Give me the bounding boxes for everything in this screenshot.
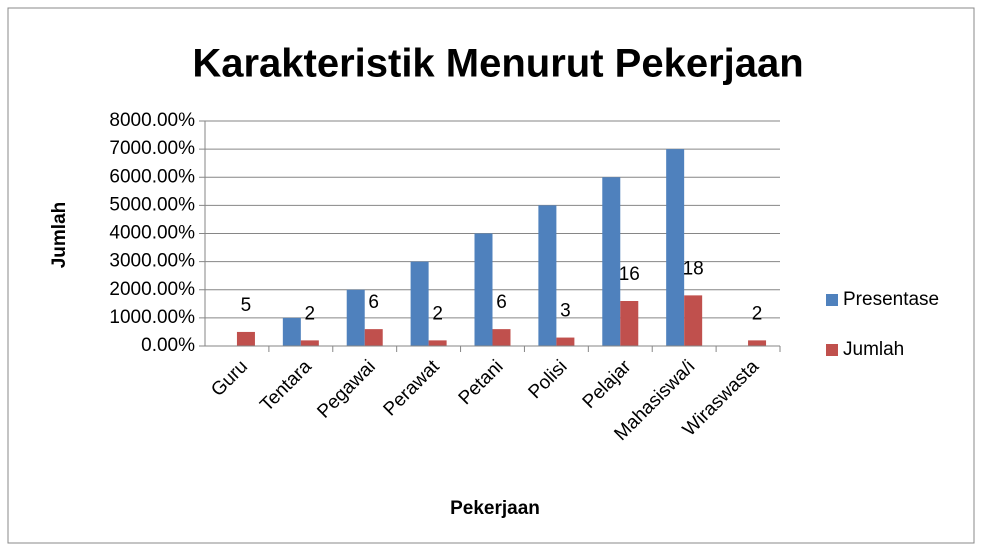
bar (236, 331, 255, 346)
y-tick-label: 7000.00% (109, 138, 195, 159)
chart-title: Karakteristik Menurut Pekerjaan (192, 42, 803, 86)
bar (492, 329, 511, 346)
data-label: 6 (496, 292, 507, 313)
bar (556, 337, 575, 346)
y-tick-label: 2000.00% (109, 279, 195, 300)
y-tick-label: 1000.00% (109, 307, 195, 328)
data-label: 2 (305, 303, 316, 324)
x-axis-title: Pekerjaan (450, 498, 540, 519)
legend-swatch (826, 344, 838, 356)
data-label: 2 (752, 303, 763, 324)
bar (410, 261, 429, 346)
bar (364, 329, 383, 346)
bar (428, 340, 447, 346)
data-label: 6 (368, 292, 379, 313)
bar (538, 205, 557, 346)
legend-label: Jumlah (843, 339, 904, 360)
y-tick-label: 5000.00% (109, 194, 195, 215)
y-tick-label: 4000.00% (109, 223, 195, 244)
data-label: 2 (432, 303, 443, 324)
y-tick-label: 6000.00% (109, 166, 195, 187)
bar (684, 295, 703, 346)
data-label: 18 (683, 258, 704, 279)
y-tick-label: 0.00% (141, 335, 195, 356)
data-label: 3 (560, 301, 571, 322)
bar (748, 340, 767, 346)
y-tick-label: 8000.00% (109, 110, 195, 131)
data-label: 5 (241, 295, 252, 316)
bar (346, 289, 365, 346)
bar (602, 177, 621, 346)
bar (666, 149, 685, 346)
legend-label: Presentase (843, 289, 939, 310)
data-label: 16 (619, 264, 640, 285)
y-axis-title: Jumlah (49, 202, 70, 269)
legend-swatch (826, 294, 838, 306)
bar (282, 317, 301, 346)
bar (474, 233, 493, 346)
bar (620, 301, 639, 346)
y-tick-label: 3000.00% (109, 251, 195, 272)
bar (300, 340, 319, 346)
